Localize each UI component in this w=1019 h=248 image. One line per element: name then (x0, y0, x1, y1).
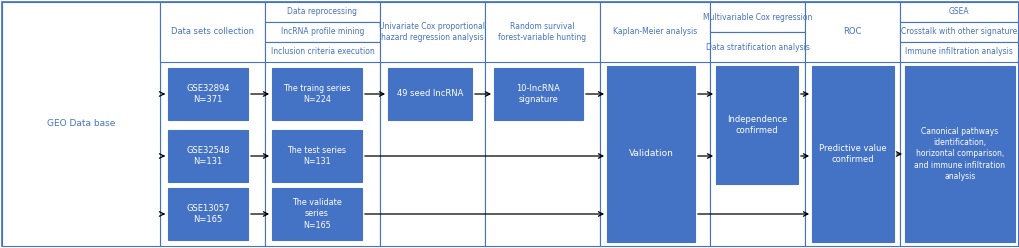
Text: Data sets collection: Data sets collection (171, 28, 254, 36)
FancyBboxPatch shape (265, 42, 380, 62)
FancyBboxPatch shape (168, 130, 248, 182)
FancyBboxPatch shape (493, 68, 583, 120)
Text: Validation: Validation (628, 150, 673, 158)
FancyBboxPatch shape (811, 66, 893, 242)
FancyBboxPatch shape (265, 2, 380, 22)
FancyBboxPatch shape (484, 2, 599, 62)
FancyBboxPatch shape (804, 2, 899, 246)
FancyBboxPatch shape (899, 2, 1017, 22)
Text: Univariate Cox proportional
hazard regression analysis: Univariate Cox proportional hazard regre… (379, 22, 485, 42)
Text: Multivariable Cox regression: Multivariable Cox regression (702, 12, 811, 22)
Text: The validate
series
N=165: The validate series N=165 (291, 198, 341, 230)
Text: GSE13057
N=165: GSE13057 N=165 (186, 204, 229, 224)
FancyBboxPatch shape (804, 2, 899, 62)
Text: GSEA: GSEA (948, 7, 968, 17)
Text: Kaplan-Meier analysis: Kaplan-Meier analysis (612, 28, 696, 36)
Text: GSE32548
N=131: GSE32548 N=131 (186, 146, 229, 166)
FancyBboxPatch shape (160, 2, 265, 246)
FancyBboxPatch shape (599, 2, 709, 246)
FancyBboxPatch shape (599, 2, 709, 62)
FancyBboxPatch shape (709, 32, 804, 62)
FancyBboxPatch shape (272, 188, 362, 240)
Text: Data stratification analysis: Data stratification analysis (705, 42, 809, 52)
FancyBboxPatch shape (160, 2, 265, 62)
Text: Random survival
forest-variable hunting: Random survival forest-variable hunting (498, 22, 586, 42)
FancyBboxPatch shape (272, 130, 362, 182)
Text: The test series
N=131: The test series N=131 (287, 146, 346, 166)
Text: GSE32894
N=371: GSE32894 N=371 (186, 84, 229, 104)
Text: Inclusion criteria execution: Inclusion criteria execution (270, 48, 374, 57)
Text: Immune infiltration analysis: Immune infiltration analysis (904, 48, 1012, 57)
Text: Canonical pathways
identification,
horizontal comparison,
and immune infiltratio: Canonical pathways identification, horiz… (914, 127, 1005, 181)
FancyBboxPatch shape (265, 22, 380, 42)
Text: Data reprocessing: Data reprocessing (287, 7, 357, 17)
Text: The traing series
N=224: The traing series N=224 (283, 84, 351, 104)
Text: Independence
confirmed: Independence confirmed (727, 115, 787, 135)
FancyBboxPatch shape (380, 2, 484, 62)
FancyBboxPatch shape (380, 2, 484, 246)
Text: GEO Data base: GEO Data base (47, 120, 115, 128)
FancyBboxPatch shape (899, 22, 1017, 42)
Text: Crosstalk with other signature: Crosstalk with other signature (900, 28, 1016, 36)
FancyBboxPatch shape (606, 66, 694, 242)
FancyBboxPatch shape (387, 68, 472, 120)
Text: Predictive value
confirmed: Predictive value confirmed (818, 144, 886, 164)
FancyBboxPatch shape (168, 188, 248, 240)
Text: lncRNA profile mining: lncRNA profile mining (280, 28, 364, 36)
FancyBboxPatch shape (272, 68, 362, 120)
FancyBboxPatch shape (709, 2, 804, 32)
FancyBboxPatch shape (484, 2, 599, 246)
FancyBboxPatch shape (715, 66, 797, 184)
Text: 49 seed lncRNA: 49 seed lncRNA (396, 90, 463, 98)
Text: 10-lncRNA
signature: 10-lncRNA signature (516, 84, 559, 104)
FancyBboxPatch shape (2, 2, 160, 246)
FancyBboxPatch shape (899, 42, 1017, 62)
FancyBboxPatch shape (899, 2, 1017, 246)
FancyBboxPatch shape (709, 2, 804, 246)
FancyBboxPatch shape (904, 66, 1014, 242)
FancyBboxPatch shape (168, 68, 248, 120)
FancyBboxPatch shape (265, 2, 380, 246)
Text: ROC: ROC (843, 28, 861, 36)
